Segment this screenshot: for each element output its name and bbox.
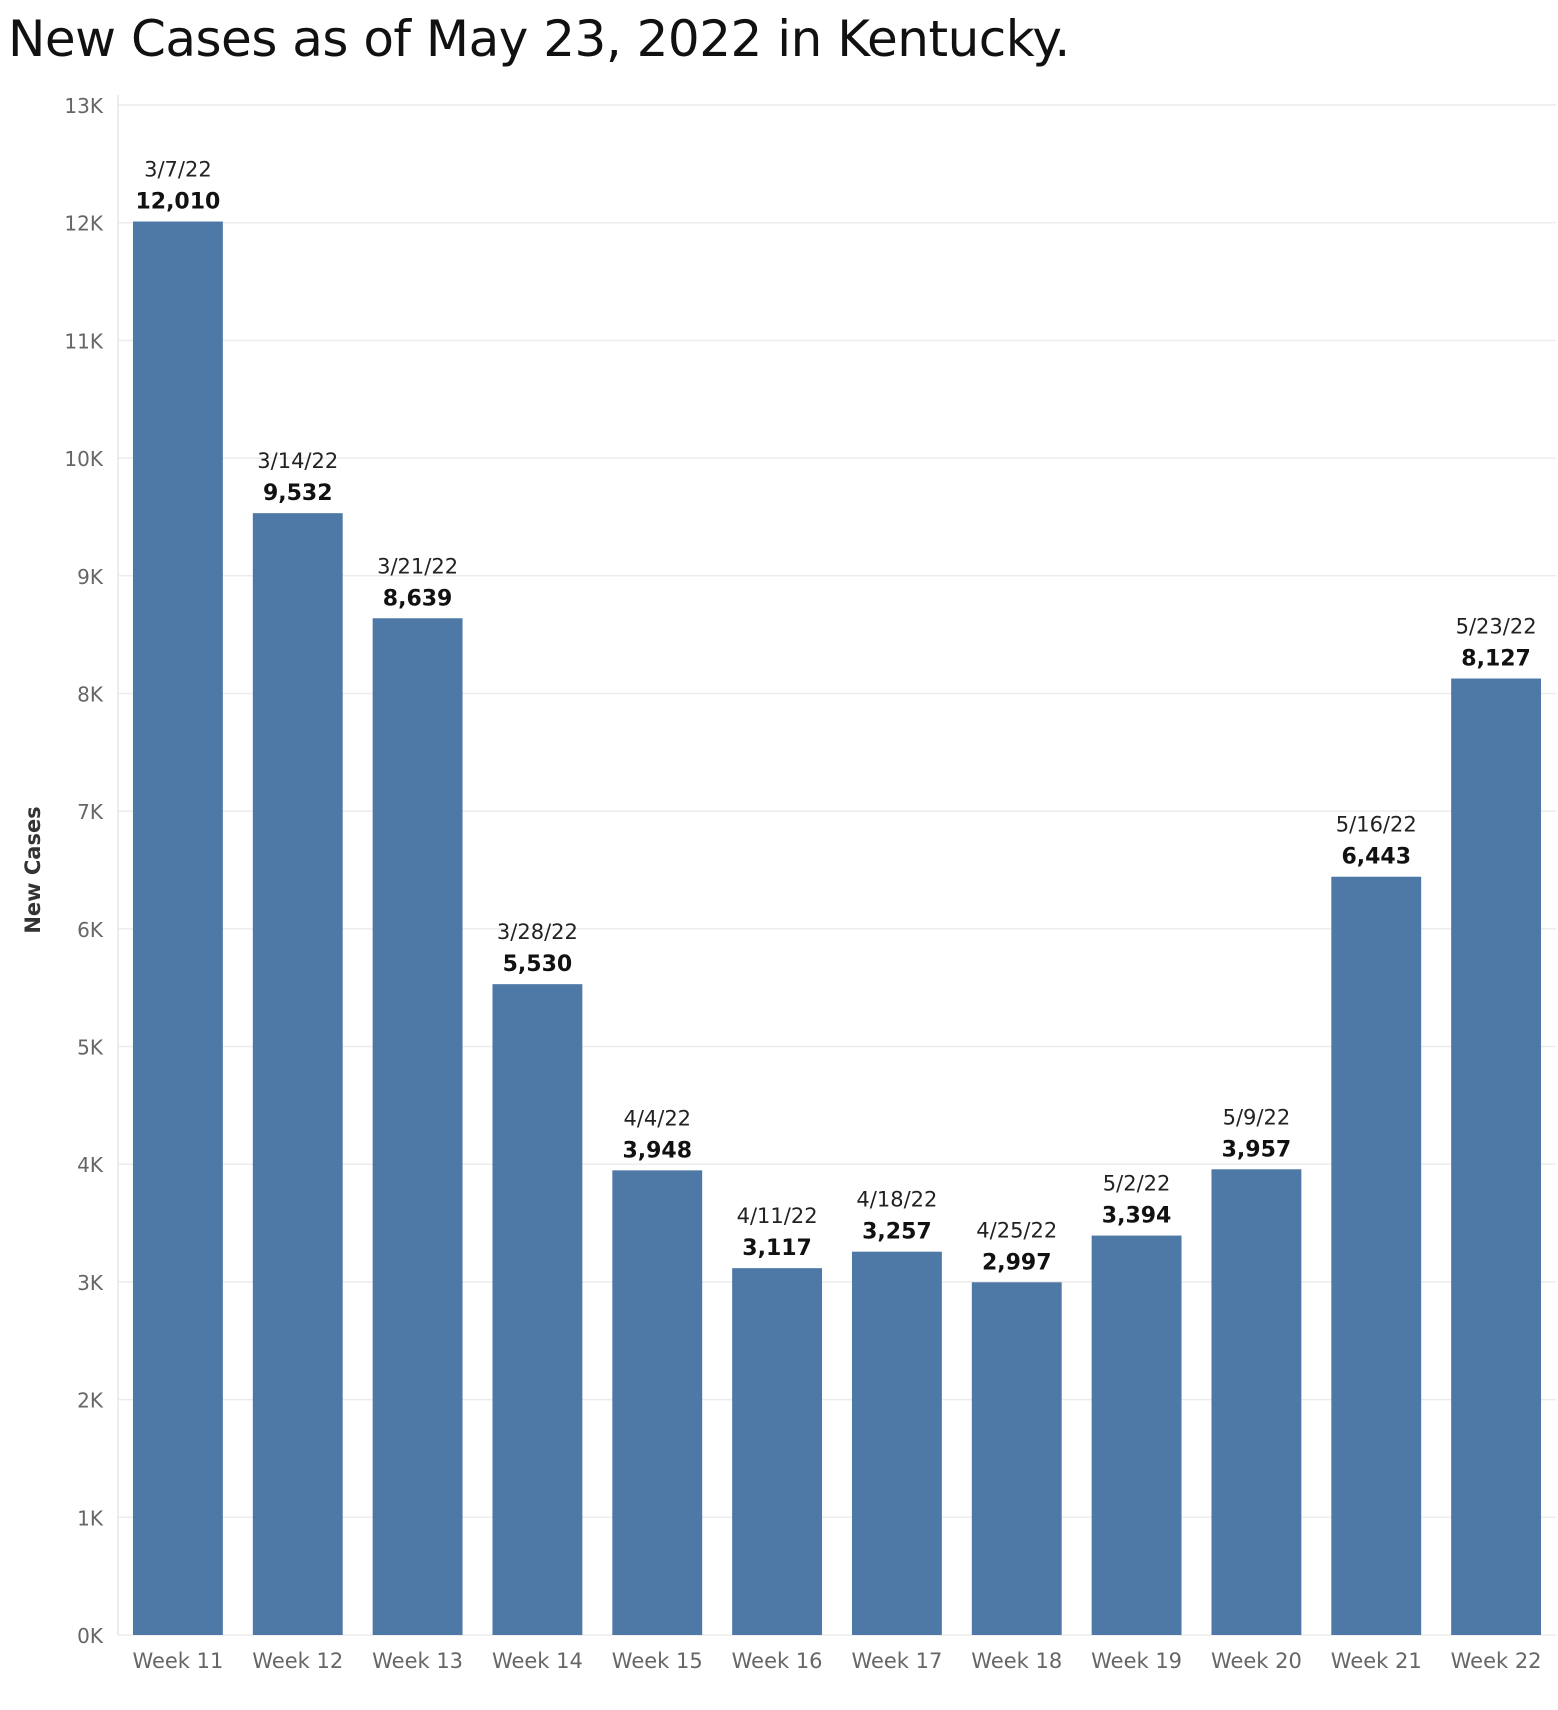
y-tick-label: 6K	[77, 918, 104, 942]
bar-week-13	[372, 618, 463, 1635]
bar-week-20	[1211, 1169, 1302, 1635]
bars	[132, 221, 1542, 1635]
y-tick-label: 4K	[77, 1153, 104, 1177]
bar-value-label: 3,257	[862, 1220, 932, 1245]
chart-title: New Cases as of May 23, 2022 in Kentucky…	[8, 10, 1070, 68]
y-tick-label: 0K	[77, 1624, 104, 1648]
bar-value-label: 8,639	[383, 586, 453, 611]
bar-date-label: 4/25/22	[976, 1218, 1057, 1242]
bar-date-label: 5/23/22	[1456, 615, 1537, 639]
gridlines	[118, 104, 1556, 1636]
bar-week-22	[1451, 678, 1542, 1635]
y-tick-label: 7K	[77, 800, 104, 824]
bar-value-label: 8,127	[1461, 647, 1531, 672]
x-tick-label: Week 14	[492, 1649, 583, 1673]
x-tick-label: Week 17	[851, 1649, 942, 1673]
x-tick-label: Week 21	[1331, 1649, 1422, 1673]
bar-date-label: 3/14/22	[257, 449, 338, 473]
bar-value-label: 9,532	[263, 481, 333, 506]
y-tick-label: 8K	[77, 682, 104, 706]
bar-labels: 3/7/22 12,010 3/14/22 9,532 3/21/22 8,639 3/28…	[135, 158, 1536, 1276]
bar-date-label: 3/7/22	[144, 158, 212, 182]
y-tick-label: 13K	[64, 94, 103, 118]
bar-date-label: 3/28/22	[497, 920, 578, 944]
y-tick-label: 3K	[77, 1271, 104, 1295]
bar-date-label: 5/16/22	[1336, 813, 1417, 837]
bar-value-label: 3,394	[1102, 1204, 1172, 1229]
bar-value-label: 12,010	[135, 190, 220, 215]
bar-date-label: 3/21/22	[377, 554, 458, 578]
x-tick-label: Week 22	[1451, 1649, 1542, 1673]
x-axis-ticks: Week 11 Week 12 Week 13 Week 14 Week 15 Week …	[132, 1649, 1541, 1673]
bar-value-label: 3,957	[1222, 1137, 1292, 1162]
y-axis-ticks: 0K 1K 2K 3K 4K 5K 6K 7K 8K 9K 10K 11K 12K 13K	[64, 94, 103, 1648]
bar-week-15	[612, 1170, 703, 1635]
bar-week-16	[732, 1268, 823, 1635]
bar-week-12	[252, 513, 343, 1635]
bar-date-label: 4/11/22	[737, 1204, 818, 1228]
y-tick-label: 10K	[64, 447, 103, 471]
bar-date-label: 4/18/22	[856, 1188, 937, 1212]
bar-week-17	[851, 1251, 942, 1635]
bar-week-21	[1331, 876, 1422, 1635]
bar-week-11	[132, 221, 223, 1635]
y-tick-label: 1K	[77, 1506, 104, 1530]
y-tick-label: 5K	[77, 1036, 104, 1060]
bar-date-label: 4/4/22	[623, 1106, 691, 1130]
x-tick-label: Week 13	[372, 1649, 463, 1673]
bar-value-label: 3,948	[622, 1138, 692, 1163]
y-axis-title: New Cases	[21, 806, 45, 933]
bar-date-label: 5/9/22	[1223, 1105, 1291, 1129]
bar-week-19	[1091, 1235, 1182, 1635]
bar-week-18	[971, 1282, 1062, 1635]
y-tick-label: 11K	[64, 329, 103, 353]
y-tick-label: 9K	[77, 565, 104, 589]
bar-value-label: 6,443	[1341, 845, 1411, 870]
y-tick-label: 12K	[64, 212, 103, 236]
x-tick-label: Week 12	[252, 1649, 343, 1673]
bar-week-14	[492, 984, 583, 1635]
bar-value-label: 3,117	[742, 1236, 812, 1261]
x-tick-label: Week 11	[132, 1649, 223, 1673]
bar-value-label: 5,530	[503, 952, 573, 977]
x-tick-label: Week 16	[732, 1649, 823, 1673]
x-tick-label: Week 15	[612, 1649, 703, 1673]
x-tick-label: Week 18	[971, 1649, 1062, 1673]
bar-date-label: 5/2/22	[1103, 1172, 1171, 1196]
y-tick-label: 2K	[77, 1389, 104, 1413]
x-tick-label: Week 19	[1091, 1649, 1182, 1673]
x-tick-label: Week 20	[1211, 1649, 1302, 1673]
bar-value-label: 2,997	[982, 1250, 1052, 1275]
